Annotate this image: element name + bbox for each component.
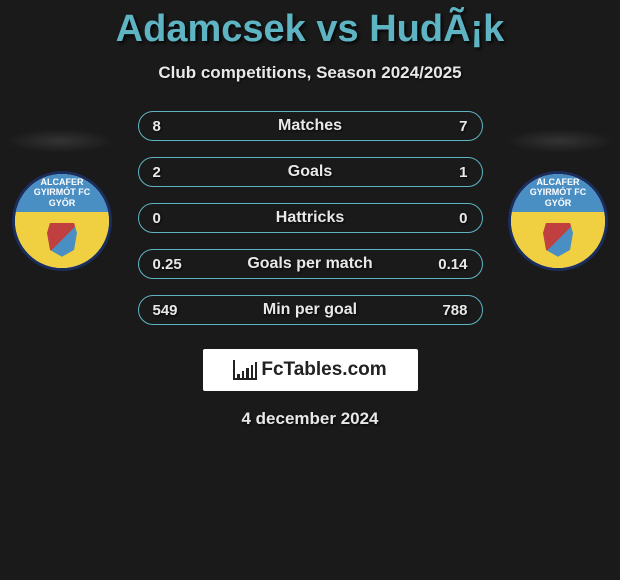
club-crest-right: ALCAFER GYIRMÓT FC GYŐR [508, 171, 608, 271]
stat-left-value: 8 [153, 118, 193, 135]
chart-bar [251, 365, 253, 378]
stat-row: 549 Min per goal 788 [138, 295, 483, 325]
stat-right-value: 0 [428, 210, 468, 227]
crest-bottom [511, 212, 605, 268]
shadow-ellipse-left [5, 129, 115, 153]
chart-bar [242, 371, 244, 378]
stat-left-value: 549 [153, 302, 193, 319]
vs-separator: vs [316, 8, 358, 50]
fctables-logo[interactable]: FcTables.com [203, 349, 418, 391]
stat-row: 0.25 Goals per match 0.14 [138, 249, 483, 279]
stat-left-value: 2 [153, 164, 193, 181]
player1-name: Adamcsek [116, 8, 306, 50]
chart-icon [233, 360, 257, 380]
stat-label: Goals per match [247, 255, 372, 273]
shadow-ellipse-right [505, 129, 615, 153]
stat-right-value: 1 [428, 164, 468, 181]
stat-label: Hattricks [276, 209, 344, 227]
crest-line2: GYIRMÓT FC [34, 187, 91, 198]
crest-line1: ALCAFER [41, 177, 84, 188]
crest-top-text: ALCAFER GYIRMÓT FC GYŐR [15, 174, 109, 212]
chart-bar [237, 374, 239, 378]
crest-line1: ALCAFER [537, 177, 580, 188]
stat-row: 2 Goals 1 [138, 157, 483, 187]
stat-row: 0 Hattricks 0 [138, 203, 483, 233]
player2-name: HudÃ¡k [369, 8, 504, 50]
stat-left-value: 0 [153, 210, 193, 227]
stat-label: Goals [288, 163, 332, 181]
chart-bar [255, 362, 257, 378]
crest-shield-icon [47, 223, 77, 257]
subtitle: Club competitions, Season 2024/2025 [0, 63, 620, 83]
player1-club-badge: ALCAFER GYIRMÓT FC GYŐR [12, 171, 112, 271]
chart-bar [246, 368, 248, 378]
logo-text: FcTables.com [261, 359, 386, 381]
comparison-content: ALCAFER GYIRMÓT FC GYŐR ALCAFER GYIRMÓT … [0, 111, 620, 429]
stat-label: Matches [278, 117, 342, 135]
player2-club-badge: ALCAFER GYIRMÓT FC GYŐR [508, 171, 608, 271]
stat-right-value: 7 [428, 118, 468, 135]
crest-line3: GYŐR [49, 198, 76, 209]
crest-top-text: ALCAFER GYIRMÓT FC GYŐR [511, 174, 605, 212]
crest-bottom [15, 212, 109, 268]
date-text: 4 december 2024 [0, 409, 620, 429]
stat-left-value: 0.25 [153, 256, 193, 273]
stat-row: 8 Matches 7 [138, 111, 483, 141]
crest-line3: GYŐR [545, 198, 572, 209]
club-crest-left: ALCAFER GYIRMÓT FC GYŐR [12, 171, 112, 271]
stat-right-value: 0.14 [428, 256, 468, 273]
stat-label: Min per goal [263, 301, 357, 319]
crest-line2: GYIRMÓT FC [530, 187, 587, 198]
crest-shield-icon [543, 223, 573, 257]
stat-right-value: 788 [428, 302, 468, 319]
comparison-title: Adamcsek vs HudÃ¡k [0, 0, 620, 51]
